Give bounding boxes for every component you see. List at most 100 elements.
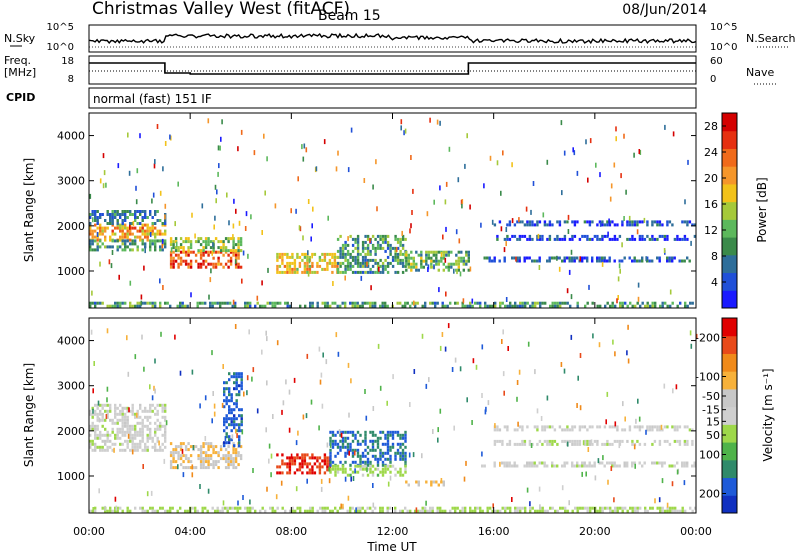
data-point <box>249 499 251 505</box>
data-cell <box>281 462 284 466</box>
data-cell <box>182 442 185 446</box>
data-cell <box>209 304 212 308</box>
data-cell <box>415 265 418 269</box>
data-cell <box>207 243 210 247</box>
data-point <box>606 391 609 397</box>
data-cell <box>663 237 667 241</box>
data-point <box>609 196 612 202</box>
data-cell <box>416 509 419 513</box>
data-cell <box>124 210 127 213</box>
data-cell <box>514 301 517 305</box>
data-cell <box>447 262 450 266</box>
data-cell <box>104 245 107 249</box>
data-cell <box>146 445 149 449</box>
data-cell <box>166 301 169 305</box>
data-cell <box>444 304 447 308</box>
data-cell <box>548 234 552 238</box>
data-cell <box>172 460 175 464</box>
data-cell <box>526 464 529 468</box>
data-cell <box>656 506 659 510</box>
data-point <box>442 234 444 240</box>
data-cell <box>399 473 402 477</box>
data-cell <box>172 246 175 250</box>
data-cell <box>227 237 230 241</box>
data-cell <box>324 301 327 305</box>
data-cell <box>169 460 173 464</box>
y-tick-label: 3000 <box>57 175 85 188</box>
data-cell <box>151 232 154 236</box>
data-cell <box>96 433 99 437</box>
data-cell <box>344 445 347 449</box>
data-cell <box>129 301 132 305</box>
data-cell <box>91 412 94 416</box>
data-point <box>412 452 415 458</box>
data-cell <box>288 255 292 259</box>
data-point <box>337 150 339 156</box>
data-cell <box>359 304 362 308</box>
data-cell <box>101 448 104 452</box>
data-cell <box>511 234 514 238</box>
data-cell <box>238 384 241 388</box>
data-point <box>633 152 635 158</box>
data-cell <box>516 220 519 224</box>
data-point <box>128 170 131 176</box>
data-cell <box>381 301 384 305</box>
data-cell <box>364 439 367 443</box>
data-cell <box>508 439 512 443</box>
data-point <box>619 268 621 274</box>
data-cell <box>523 439 527 443</box>
data-cell <box>531 223 534 227</box>
data-cell <box>404 237 407 241</box>
data-cell <box>516 464 519 468</box>
data-cell <box>671 256 674 260</box>
data-point <box>413 300 415 306</box>
data-cell <box>129 222 132 225</box>
data-cell <box>236 509 239 513</box>
data-cell <box>328 258 332 262</box>
data-cell <box>531 237 534 241</box>
data-cell <box>336 442 340 446</box>
data-cell <box>271 509 274 513</box>
data-cell <box>364 454 367 458</box>
data-cell <box>364 270 367 274</box>
data-cell <box>227 451 230 455</box>
data-cell <box>506 234 509 238</box>
data-cell <box>536 464 539 468</box>
data-cell <box>321 459 324 463</box>
data-point <box>293 377 296 383</box>
data-cell <box>538 259 541 263</box>
data-point <box>129 280 132 286</box>
data-point <box>605 419 607 425</box>
data-cell <box>288 471 292 475</box>
data-cell <box>591 256 594 260</box>
data-cell <box>121 248 124 252</box>
data-cell <box>189 445 193 449</box>
data-cell <box>104 235 107 239</box>
data-cell <box>351 255 355 259</box>
data-cell <box>276 465 279 469</box>
data-point <box>433 199 435 205</box>
data-cell <box>129 430 132 434</box>
data-cell <box>116 421 119 425</box>
data-cell <box>222 243 225 247</box>
data-cell <box>159 445 162 449</box>
data-point <box>347 167 350 173</box>
data-cell <box>131 406 134 410</box>
data-cell <box>543 428 547 432</box>
data-cell <box>229 237 233 241</box>
data-cell <box>379 436 382 440</box>
data-cell <box>344 467 347 471</box>
data-cell <box>230 411 233 415</box>
data-cell <box>636 506 639 510</box>
data-point <box>350 127 353 133</box>
data-point <box>93 361 95 366</box>
data-cell <box>129 424 132 428</box>
data-cell <box>361 261 365 265</box>
data-cell <box>661 223 664 227</box>
data-cell <box>386 457 390 461</box>
data-cell <box>631 259 634 263</box>
data-cell <box>599 509 602 513</box>
data-point <box>164 141 167 146</box>
data-cell <box>235 372 238 376</box>
